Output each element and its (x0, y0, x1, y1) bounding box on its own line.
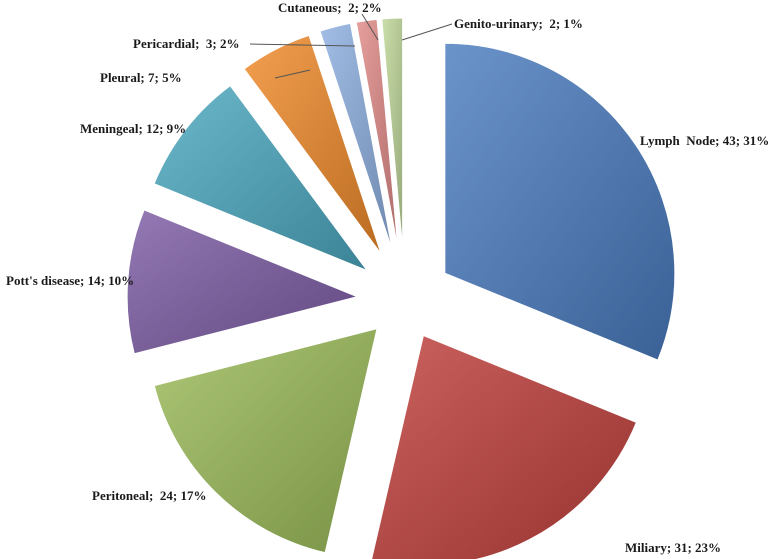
pie-slice-pleural (243, 34, 382, 255)
pie-slice-miliary (371, 334, 638, 559)
data-label-meningeal: Meningeal; 12; 9% (80, 121, 186, 136)
data-label-lymph-node: Lymph Node; 43; 31% (640, 133, 769, 148)
data-label-miliary: Miliary; 31; 23% (625, 540, 721, 555)
leader-line (361, 13, 379, 41)
data-labels: Lymph Node; 43; 31% Miliary; 31; 23% Perit… (6, 0, 769, 555)
leader-line (274, 69, 311, 79)
pie-slice-lymph-node (444, 42, 676, 361)
data-label-peritoneal: Peritoneal; 24; 17% (92, 488, 206, 503)
pie-slice-peritoneal (153, 327, 378, 554)
data-label-cutaneous: Cutaneous; 2; 2% (278, 0, 382, 15)
pie-slice-pott-s-disease (126, 209, 359, 355)
data-label-pott-s-disease: Pott's disease; 14; 10% (6, 273, 134, 288)
data-label-genito-urinary: Genito-urinary; 2; 1% (454, 16, 583, 31)
label-leader-lines (249, 13, 453, 79)
data-label-pleural: Pleural; 7; 5% (100, 70, 182, 85)
pie-slice-meningeal (153, 85, 369, 272)
data-label-pericardial: Pericardial; 3; 2% (133, 36, 240, 51)
pie-slice-genito-urinary (381, 17, 404, 249)
pie-slices (126, 17, 676, 559)
leader-line (249, 43, 356, 47)
pie-slice-pericardial (319, 22, 393, 250)
leader-line (401, 23, 453, 41)
